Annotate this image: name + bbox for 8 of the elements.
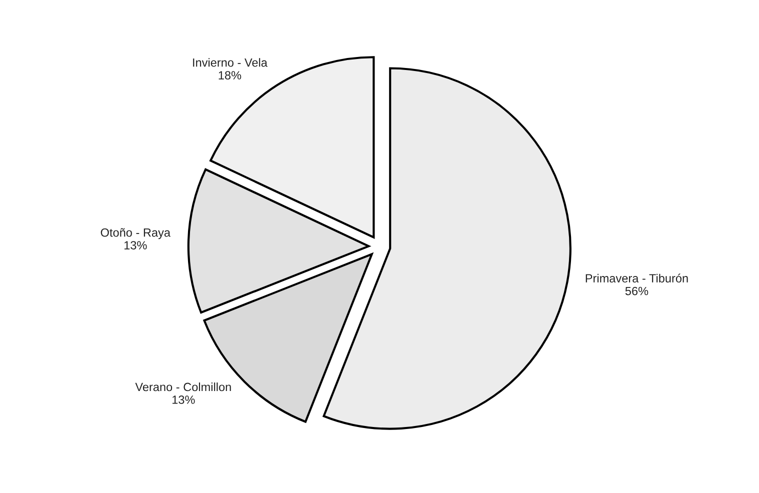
data-label: 13%: [124, 241, 147, 250]
slice-label: Invierno - Vela: [193, 58, 268, 67]
slice-label: Primavera - Tiburón: [586, 274, 688, 282]
data-label: 13%: [172, 396, 195, 404]
data-label: 18%: [218, 71, 242, 80]
slice-label: Verano - Colmillon: [135, 382, 231, 392]
data-label: 56%: [625, 286, 648, 296]
slice-label: Otoño - Raya: [100, 228, 171, 240]
